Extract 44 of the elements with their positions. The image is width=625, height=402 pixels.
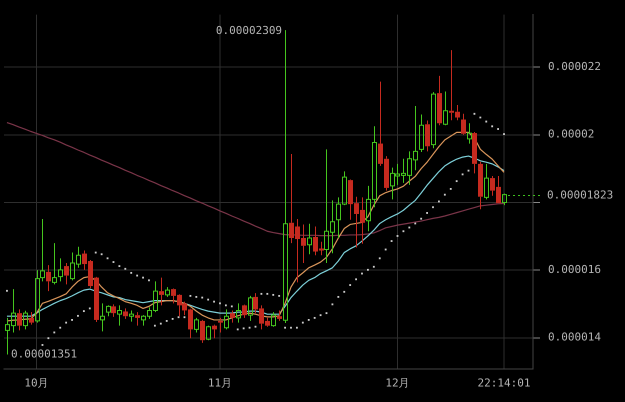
candlestick (437, 75, 442, 126)
candlestick (123, 308, 128, 320)
candlestick (425, 120, 430, 152)
y-tick-label: 0.00002 (548, 128, 594, 141)
candlestick (29, 312, 34, 326)
candlestick (46, 264, 51, 292)
candlestick (100, 302, 105, 332)
candlestick (472, 132, 477, 174)
y-tick-label: 0.000014 (548, 330, 602, 344)
ref-line-label: 0.00001823 (547, 188, 614, 202)
annotation: 0.00001351 (10, 347, 78, 360)
y-tick-label: 0.000016 (548, 263, 601, 276)
candlestick (236, 302, 241, 324)
candlestick (283, 30, 288, 324)
candlestick (478, 161, 483, 210)
candlestick (129, 310, 134, 322)
candlestick (35, 270, 40, 324)
annotation: 0.00002309 (216, 24, 282, 38)
candlestick (419, 114, 424, 153)
candlestick (135, 312, 140, 326)
x-tick-label: 10月 (24, 376, 49, 390)
candlestick (248, 295, 253, 322)
candlestick (230, 310, 235, 324)
candlestick (17, 308, 22, 331)
candlestick (461, 113, 466, 136)
x-tick-label: 22:14:01 (478, 376, 530, 390)
candlestick (58, 258, 63, 282)
candlestick (467, 122, 472, 144)
candlestick (40, 218, 45, 282)
candlestick (52, 242, 57, 285)
x-tick-label: 12月 (385, 376, 410, 390)
candlestick (242, 305, 247, 318)
candlestick (212, 324, 217, 339)
candlestick (117, 304, 122, 326)
candlestick (200, 319, 205, 344)
y-tick-label: 0.000022 (548, 60, 601, 73)
candlestick (277, 310, 282, 322)
candlestick (111, 304, 116, 318)
candlestick (443, 90, 448, 126)
candlestick (159, 277, 164, 306)
candlestick (64, 262, 69, 285)
candlestick (307, 223, 312, 255)
candlestick (484, 163, 489, 200)
x-tick-label: 11月 (208, 376, 232, 390)
